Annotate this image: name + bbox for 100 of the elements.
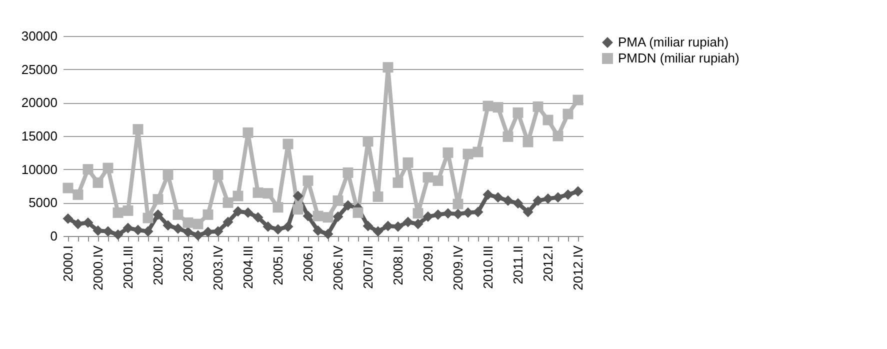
point xyxy=(162,220,174,231)
point xyxy=(102,162,114,174)
point xyxy=(282,221,294,232)
x-tick-label: 2012.I xyxy=(540,246,556,282)
x-tick-label: 2000.I xyxy=(60,246,76,282)
point xyxy=(492,192,504,203)
point xyxy=(562,189,574,200)
point xyxy=(62,213,74,224)
point xyxy=(372,191,384,202)
point xyxy=(502,195,514,206)
point xyxy=(92,177,104,188)
point xyxy=(72,218,84,230)
point xyxy=(442,208,454,219)
point xyxy=(392,221,404,232)
point xyxy=(212,226,224,237)
point xyxy=(362,136,374,147)
point xyxy=(232,206,244,217)
point xyxy=(512,107,524,118)
point xyxy=(352,207,364,218)
point xyxy=(312,210,324,222)
x-tick-label: 2009.IV xyxy=(450,245,466,290)
point xyxy=(522,136,534,148)
point xyxy=(192,218,204,230)
x-tick-label: 2007.III xyxy=(360,246,376,289)
point xyxy=(312,225,324,236)
x-tick-label: 2008.II xyxy=(390,246,406,286)
point xyxy=(172,209,184,220)
point xyxy=(422,172,434,183)
point xyxy=(402,216,414,228)
point xyxy=(252,187,264,198)
point xyxy=(232,190,244,202)
point xyxy=(422,211,434,222)
point xyxy=(212,169,224,180)
x-tick-label: 2001.III xyxy=(120,246,136,289)
point xyxy=(412,218,424,230)
point xyxy=(282,138,294,150)
x-tick-label: 2010.III xyxy=(480,246,496,289)
y-tick-label: 30000 xyxy=(21,28,58,44)
point xyxy=(82,164,94,175)
point xyxy=(62,182,74,194)
point xyxy=(152,209,164,220)
point xyxy=(262,188,274,199)
point xyxy=(452,208,464,220)
point xyxy=(492,102,504,113)
point xyxy=(512,198,524,209)
x-tick-label: 2004.III xyxy=(240,246,256,289)
point xyxy=(242,207,254,218)
point xyxy=(382,62,394,73)
point xyxy=(172,223,184,234)
point xyxy=(432,209,444,220)
point xyxy=(442,147,454,158)
point xyxy=(132,124,144,135)
x-tick-label: 2012.IV xyxy=(570,245,586,290)
y-tick-label: 5000 xyxy=(28,195,58,210)
point xyxy=(362,220,374,232)
point xyxy=(292,204,304,215)
x-tick-label: 2006.I xyxy=(300,246,316,282)
point xyxy=(572,94,584,106)
x-tick-label: 2009.I xyxy=(420,246,436,282)
y-tick-label: 10000 xyxy=(21,162,58,177)
point xyxy=(242,127,254,138)
point xyxy=(112,229,124,240)
point xyxy=(322,228,334,240)
point xyxy=(272,202,284,213)
point xyxy=(482,189,494,200)
point xyxy=(122,205,134,216)
y-tick-label: 25000 xyxy=(21,62,58,77)
point xyxy=(142,226,154,237)
point xyxy=(462,148,474,160)
point xyxy=(542,114,554,126)
legend-label: PMDN (miliar rupiah) xyxy=(618,50,740,66)
point xyxy=(452,198,464,210)
y-tick-label: 0 xyxy=(50,228,58,244)
point xyxy=(152,194,164,205)
point xyxy=(202,226,214,238)
point xyxy=(222,216,234,228)
y-tick-label: 20000 xyxy=(21,95,58,110)
legend-label: PMA (miliar rupiah) xyxy=(618,34,729,50)
point xyxy=(392,177,404,188)
point xyxy=(332,195,344,206)
point xyxy=(552,192,564,203)
x-tick-label: 2011.II xyxy=(510,246,526,284)
point xyxy=(432,175,444,186)
point xyxy=(532,195,544,206)
point xyxy=(302,210,314,222)
x-tick-label: 2002.II xyxy=(150,246,166,286)
point xyxy=(202,209,214,220)
point xyxy=(332,211,344,222)
point xyxy=(522,206,534,218)
point xyxy=(552,130,564,142)
point xyxy=(562,108,574,120)
point xyxy=(532,101,544,112)
point xyxy=(472,206,484,218)
x-tick-label: 2000.IV xyxy=(90,245,106,290)
point xyxy=(272,224,284,235)
x-tick-label: 2006.IV xyxy=(330,245,346,290)
x-tick-label: 2003.IV xyxy=(210,245,226,290)
point xyxy=(292,190,304,202)
point xyxy=(462,207,474,218)
point xyxy=(302,175,314,186)
